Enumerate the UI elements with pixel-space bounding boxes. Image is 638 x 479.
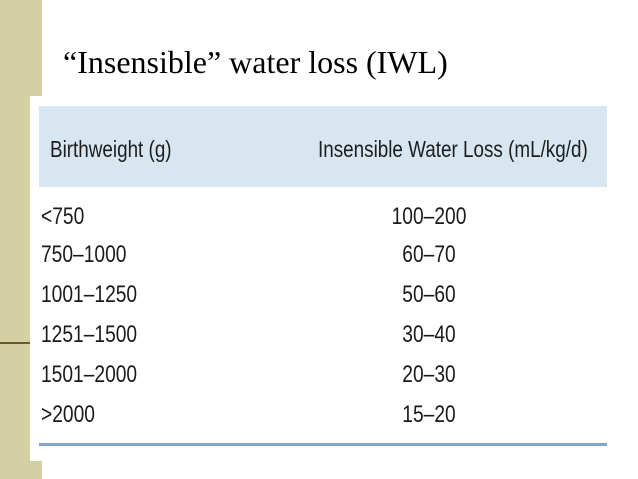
table-row: <750 100–200 [39,203,607,239]
birthweight-cell: 750–1000 [41,241,127,268]
table-row: >2000 15–20 [39,401,607,437]
slide-title: “Insensible” water loss (IWL) [63,44,448,80]
iwl-cell: 30–40 [402,321,456,348]
iwl-cell: 60–70 [402,241,456,268]
iwl-cell: 50–60 [402,281,456,308]
birthweight-cell: >2000 [41,401,95,428]
header-birthweight: Birthweight (g) [50,136,172,162]
birthweight-cell: 1251–1500 [41,321,138,348]
birthweight-cell: <750 [41,203,85,230]
iwl-table: Birthweight (g) Insensible Water Loss (m… [30,96,624,461]
birthweight-cell: 1001–1250 [41,281,138,308]
header-insensible-water-loss: Insensible Water Loss (mL/kg/d) [318,136,588,162]
table-header: Birthweight (g) Insensible Water Loss (m… [39,106,607,187]
iwl-cell: 100–200 [391,203,467,230]
table-row: 750–1000 60–70 [39,241,607,277]
table-bottom-rule [39,443,607,446]
iwl-cell: 20–30 [402,361,456,388]
table-row: 1501–2000 20–30 [39,361,607,397]
table-row: 1251–1500 30–40 [39,321,607,357]
table-row: 1001–1250 50–60 [39,281,607,317]
slide-side-rule [0,342,30,344]
iwl-cell: 15–20 [402,401,456,428]
birthweight-cell: 1501–2000 [41,361,138,388]
